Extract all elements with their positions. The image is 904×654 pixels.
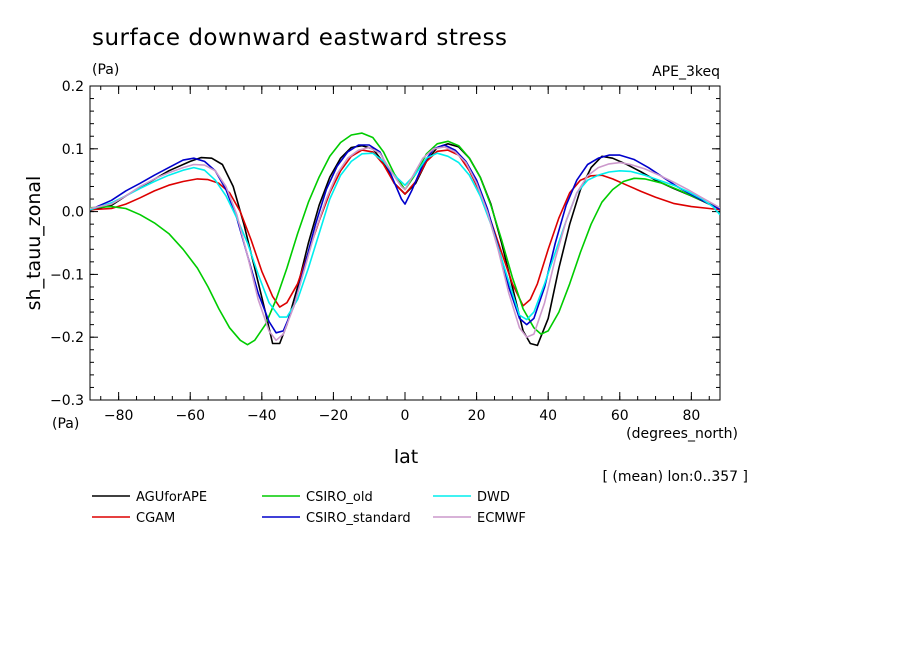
- x-tick-label: 60: [611, 408, 629, 424]
- chart-title: surface downward eastward stress: [92, 25, 507, 51]
- x-axis-label: lat: [394, 446, 418, 468]
- series-line-dwd: [90, 152, 720, 321]
- axis-ticks: [90, 85, 720, 401]
- x-tick-label: −80: [104, 408, 134, 424]
- y-tick-label: 0.2: [62, 79, 84, 95]
- series-lines: [90, 132, 720, 347]
- x-tick-label: 80: [682, 408, 700, 424]
- x-axis-units: (degrees_north): [626, 426, 738, 442]
- y-tick-label: 0.0: [62, 205, 84, 221]
- series-line-aguforape: [90, 143, 720, 347]
- x-tick-label: −60: [175, 408, 205, 424]
- x-tick-label: 40: [539, 408, 557, 424]
- y-tick-label: 0.1: [62, 142, 84, 158]
- x-tick-labels: −80 −60 −40 −20 0 20 40 60 80: [104, 408, 700, 424]
- legend-label: CSIRO_old: [306, 490, 373, 505]
- y-tick-labels: −0.3 −0.2 −0.1 0.0 0.1 0.2: [50, 79, 84, 409]
- x-tick-label: −20: [319, 408, 349, 424]
- experiment-label: APE_3keq: [652, 64, 720, 80]
- mean-note: [ (mean) lon:0..357 ]: [603, 469, 748, 485]
- legend: AGUforAPE CGAM CSIRO_old CSIRO_standard DWD E…: [92, 490, 526, 526]
- legend-label: AGUforAPE: [136, 490, 207, 505]
- series-line-csiro-standard: [90, 144, 720, 334]
- y-tick-label: −0.3: [50, 393, 84, 409]
- x-tick-label: −40: [247, 408, 277, 424]
- x-tick-label: 0: [401, 408, 410, 424]
- series-line-csiro-old: [90, 132, 720, 346]
- series-line-cgam: [90, 149, 720, 308]
- legend-label: DWD: [477, 490, 510, 505]
- y-tick-label: −0.1: [50, 267, 84, 283]
- x-tick-label: 20: [468, 408, 486, 424]
- units-label: (Pa): [92, 62, 119, 78]
- plot-frame: [89, 85, 721, 401]
- y-axis-units: (Pa): [52, 416, 79, 432]
- legend-label: CSIRO_standard: [306, 511, 411, 526]
- y-axis-label: sh_tauu_zonal: [23, 176, 45, 311]
- y-tick-label: −0.2: [50, 330, 84, 346]
- legend-label: CGAM: [136, 511, 175, 526]
- series-line-ecmwf: [90, 146, 720, 342]
- legend-label: ECMWF: [477, 511, 526, 526]
